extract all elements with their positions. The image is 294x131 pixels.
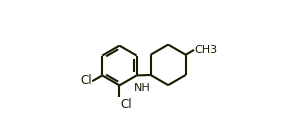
Text: Cl: Cl	[120, 98, 132, 111]
Text: Cl: Cl	[80, 74, 92, 87]
Text: CH3: CH3	[195, 45, 218, 55]
Text: NH: NH	[134, 83, 151, 93]
